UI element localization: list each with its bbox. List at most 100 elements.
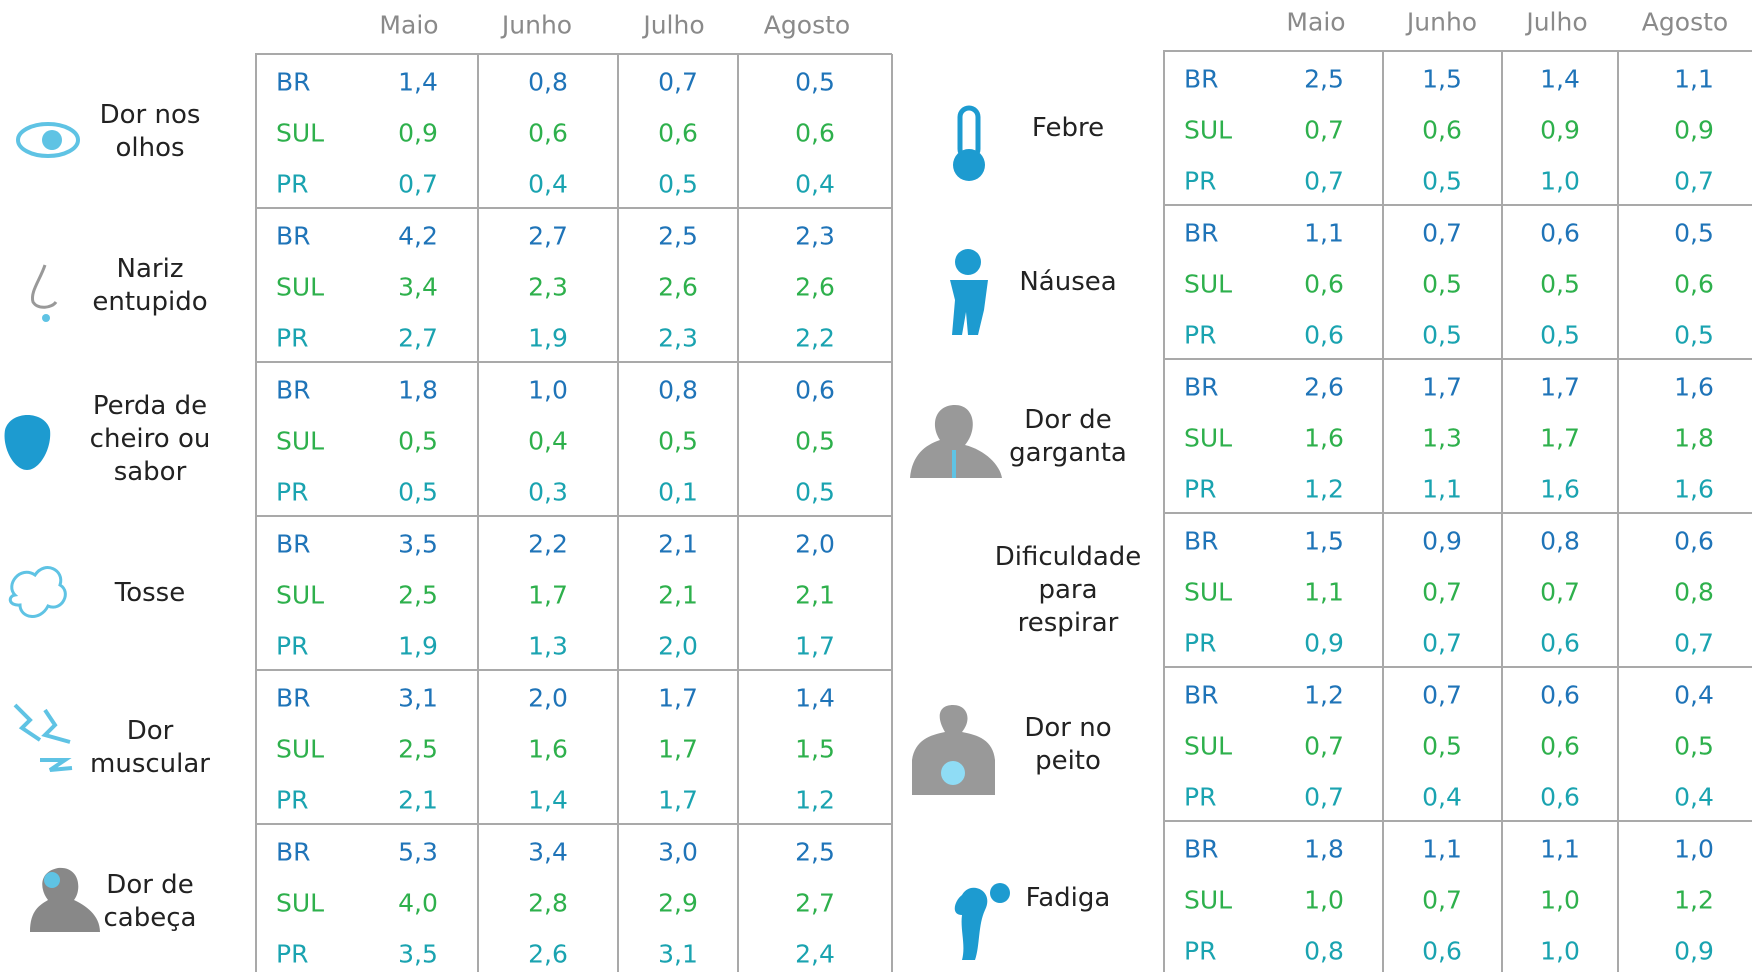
value-cell: 2,1 <box>658 580 698 610</box>
value-cell: 2,7 <box>528 221 568 251</box>
value-cell: 1,8 <box>398 375 438 405</box>
value-cell: 0,8 <box>528 67 568 97</box>
value-cell: 3,0 <box>658 837 698 867</box>
value-cell: 0,8 <box>1540 526 1580 556</box>
value-cell: 0,9 <box>1674 115 1714 145</box>
value-cell: 3,4 <box>398 272 438 302</box>
region-name: PR <box>276 477 309 507</box>
value-cell: 0,6 <box>1674 526 1714 556</box>
value-cell: 0,6 <box>1540 731 1580 761</box>
region-name: SUL <box>276 888 325 918</box>
value-cell: 2,5 <box>658 221 698 251</box>
value-cell: 1,3 <box>1422 423 1462 453</box>
symptom-label: Nariz <box>116 253 184 284</box>
symptom-label: Fadiga <box>1025 883 1111 913</box>
region-name: PR <box>1184 320 1217 350</box>
value-cell: 2,0 <box>658 631 698 661</box>
value-cell: 1,5 <box>795 734 835 764</box>
value-cell: 0,6 <box>1304 320 1344 350</box>
value-cell: 1,5 <box>1304 526 1344 556</box>
value-cell: 0,4 <box>1674 680 1714 710</box>
value-cell: 2,6 <box>1304 372 1344 402</box>
symptom-label: Perda de <box>92 391 208 421</box>
value-cell: 1,2 <box>1304 474 1344 504</box>
value-cell: 0,7 <box>658 67 698 97</box>
month-header: Julho <box>643 10 705 40</box>
cough-icon <box>8 566 67 618</box>
value-cell: 0,6 <box>1540 628 1580 658</box>
table-rule <box>617 54 619 972</box>
value-cell: 0,4 <box>1674 782 1714 812</box>
symptom-label: Dor de <box>1024 404 1112 435</box>
table-rule <box>255 669 892 671</box>
value-cell: 0,7 <box>1422 577 1462 607</box>
region-name: PR <box>1184 166 1217 196</box>
value-cell: 0,5 <box>795 67 835 97</box>
table-rule <box>1617 51 1619 972</box>
region-name: SUL <box>1184 115 1233 145</box>
symptom-label: muscular <box>90 748 210 779</box>
value-cell: 1,0 <box>1540 885 1580 915</box>
symptom-label: entupido <box>92 286 208 317</box>
symptom-label: para <box>1038 575 1098 605</box>
value-cell: 0,7 <box>1674 166 1714 196</box>
person-head <box>955 249 981 275</box>
value-cell: 0,5 <box>1674 218 1714 248</box>
table-rule <box>737 54 739 972</box>
value-cell: 0,5 <box>1674 320 1714 350</box>
value-cell: 0,6 <box>1540 782 1580 812</box>
table-rule <box>1163 358 1752 360</box>
value-cell: 0,9 <box>1304 628 1344 658</box>
fatigue-body <box>954 887 988 960</box>
value-cell: 0,8 <box>1674 577 1714 607</box>
table-rule <box>1163 50 1752 52</box>
table-rule <box>1163 512 1752 514</box>
value-cell: 0,7 <box>1422 885 1462 915</box>
symptom-label: Dor de <box>106 869 194 900</box>
symptom-label: olhos <box>115 132 185 163</box>
region-name: PR <box>1184 782 1217 812</box>
value-cell: 0,3 <box>528 477 568 507</box>
value-cell: 0,6 <box>1540 680 1580 710</box>
region-name: BR <box>1184 834 1219 864</box>
chest-glow <box>941 761 965 785</box>
symptom-label: Dificuldade <box>994 542 1142 572</box>
value-cell: 1,6 <box>1304 423 1344 453</box>
value-cell: 2,1 <box>795 580 835 610</box>
value-cell: 0,4 <box>528 169 568 199</box>
symptom-label: Dor <box>126 715 174 746</box>
region-name: BR <box>276 67 311 97</box>
region-name: PR <box>1184 628 1217 658</box>
value-cell: 0,5 <box>398 426 438 456</box>
value-cell: 1,6 <box>1540 474 1580 504</box>
region-name: BR <box>1184 372 1219 402</box>
value-cell: 0,4 <box>795 169 835 199</box>
region-name: PR <box>276 631 309 661</box>
value-cell: 1,1 <box>1422 474 1462 504</box>
table-rule <box>477 54 479 972</box>
value-cell: 1,7 <box>1540 372 1580 402</box>
drop-icon <box>42 314 50 322</box>
value-cell: 1,1 <box>1422 834 1462 864</box>
value-cell: 2,5 <box>398 580 438 610</box>
value-cell: 1,4 <box>1540 64 1580 94</box>
value-cell: 3,4 <box>528 837 568 867</box>
region-name: PR <box>1184 936 1217 966</box>
value-cell: 1,6 <box>1674 474 1714 504</box>
value-cell: 0,7 <box>1304 782 1344 812</box>
value-cell: 1,6 <box>528 734 568 764</box>
value-cell: 2,1 <box>658 529 698 559</box>
value-cell: 2,5 <box>1304 64 1344 94</box>
thermometer-bulb <box>953 149 985 181</box>
value-cell: 1,4 <box>398 67 438 97</box>
value-cell: 1,7 <box>1422 372 1462 402</box>
value-cell: 0,5 <box>1540 320 1580 350</box>
value-cell: 0,5 <box>1540 269 1580 299</box>
region-name: BR <box>276 221 311 251</box>
value-cell: 1,4 <box>795 683 835 713</box>
table-rule <box>1163 666 1752 668</box>
table-rule <box>255 54 257 972</box>
value-cell: 1,2 <box>1304 680 1344 710</box>
value-cell: 2,6 <box>795 272 835 302</box>
value-cell: 1,1 <box>1304 218 1344 248</box>
